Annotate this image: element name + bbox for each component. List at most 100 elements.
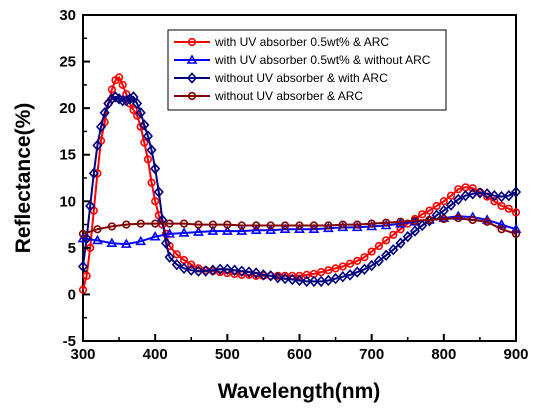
data-point bbox=[272, 271, 283, 284]
data-point bbox=[265, 270, 276, 282]
data-point bbox=[142, 130, 154, 142]
series-4 bbox=[78, 213, 521, 238]
data-point bbox=[178, 262, 190, 275]
y-tick-label: 0 bbox=[68, 286, 76, 303]
data-point bbox=[279, 272, 291, 285]
x-tick-label: 600 bbox=[287, 346, 312, 363]
legend-box bbox=[167, 29, 447, 111]
data-point bbox=[215, 263, 226, 275]
data-point bbox=[95, 121, 107, 133]
y-tick-label: 20 bbox=[59, 100, 76, 117]
data-point bbox=[147, 178, 156, 187]
data-point bbox=[82, 271, 91, 280]
data-point bbox=[367, 219, 376, 228]
data-point bbox=[88, 167, 99, 180]
data-point bbox=[179, 219, 189, 228]
data-point bbox=[146, 144, 157, 156]
legend-entry: with UV absorber 0.5wt% & ARC bbox=[174, 35, 389, 49]
legend-marker bbox=[186, 54, 198, 64]
data-point bbox=[352, 266, 363, 278]
data-point bbox=[120, 238, 132, 248]
data-point bbox=[280, 221, 290, 230]
data-point bbox=[483, 217, 492, 226]
data-point bbox=[503, 189, 514, 202]
data-point bbox=[187, 260, 196, 269]
series-3 bbox=[77, 91, 522, 288]
data-point bbox=[77, 232, 89, 243]
data-point bbox=[396, 217, 405, 226]
tick-layer: 300 400 500 600 700 800 900 -5 0 5 10 15 20 25 30 bbox=[59, 7, 528, 363]
data-point bbox=[295, 221, 304, 230]
data-point bbox=[382, 218, 391, 227]
data-point bbox=[468, 215, 477, 225]
data-point bbox=[124, 93, 135, 105]
series-line bbox=[82, 215, 517, 246]
data-point bbox=[236, 265, 247, 277]
legend: with UV absorber 0.5wt% & ARC with UV abs… bbox=[167, 29, 447, 111]
legend-entry: without UV absorber & ARC bbox=[174, 89, 363, 103]
data-point bbox=[395, 218, 406, 228]
x-tick-label: 700 bbox=[359, 346, 384, 363]
legend-label: without UV absorber & with ARC bbox=[214, 71, 388, 85]
data-point bbox=[511, 229, 521, 238]
data-point bbox=[93, 225, 102, 234]
data-point bbox=[221, 225, 233, 235]
data-point bbox=[193, 265, 204, 277]
data-point bbox=[359, 263, 370, 275]
y-tick-label: 30 bbox=[59, 7, 76, 24]
data-point bbox=[287, 273, 298, 286]
data-point bbox=[135, 107, 146, 119]
data-point bbox=[489, 189, 500, 202]
data-point bbox=[107, 222, 116, 231]
data-point bbox=[373, 255, 384, 267]
data-point bbox=[454, 213, 463, 223]
data-point bbox=[510, 186, 522, 198]
data-point bbox=[186, 264, 197, 276]
data-point bbox=[229, 264, 240, 276]
x-tick-label: 400 bbox=[143, 346, 168, 363]
data-point bbox=[135, 235, 147, 246]
data-point bbox=[149, 231, 161, 241]
data-point bbox=[294, 274, 305, 287]
y-tick-label: 25 bbox=[59, 54, 76, 71]
legend-marker bbox=[187, 91, 197, 101]
data-point bbox=[139, 119, 150, 131]
data-point bbox=[510, 223, 522, 234]
legend-marker bbox=[186, 72, 198, 84]
data-point bbox=[151, 219, 160, 228]
data-point bbox=[453, 193, 464, 206]
legend-marker bbox=[187, 37, 197, 47]
data-point bbox=[353, 220, 362, 229]
data-point bbox=[164, 228, 175, 238]
data-point bbox=[482, 188, 493, 200]
data-point bbox=[92, 234, 103, 245]
data-point bbox=[129, 105, 138, 115]
data-point bbox=[258, 269, 269, 281]
data-point bbox=[251, 267, 262, 279]
series-layer bbox=[77, 73, 522, 294]
data-point bbox=[178, 227, 190, 237]
data-point bbox=[425, 206, 434, 215]
data-point bbox=[344, 269, 356, 281]
y-tick-label: -5 bbox=[63, 333, 76, 350]
data-point bbox=[265, 224, 277, 234]
data-point bbox=[474, 187, 485, 199]
data-point bbox=[193, 226, 204, 236]
data-point bbox=[504, 204, 513, 213]
legend-label: with UV absorber 0.5wt% & without ARC bbox=[214, 53, 431, 67]
data-point bbox=[85, 200, 96, 212]
x-axis-title: Wavelength(nm) bbox=[218, 380, 381, 403]
data-point bbox=[366, 259, 377, 272]
series-line bbox=[82, 217, 517, 235]
data-point bbox=[153, 186, 164, 198]
legend-label: with UV absorber 0.5wt% & ARC bbox=[214, 35, 389, 49]
data-point bbox=[410, 216, 420, 225]
data-point bbox=[78, 285, 88, 294]
data-point bbox=[165, 219, 174, 228]
data-point bbox=[171, 258, 182, 271]
data-point bbox=[160, 237, 172, 249]
y-axis-title: Reflectance(%) bbox=[12, 103, 35, 254]
data-point bbox=[223, 220, 232, 229]
data-point bbox=[324, 266, 333, 275]
data-point bbox=[496, 218, 507, 229]
